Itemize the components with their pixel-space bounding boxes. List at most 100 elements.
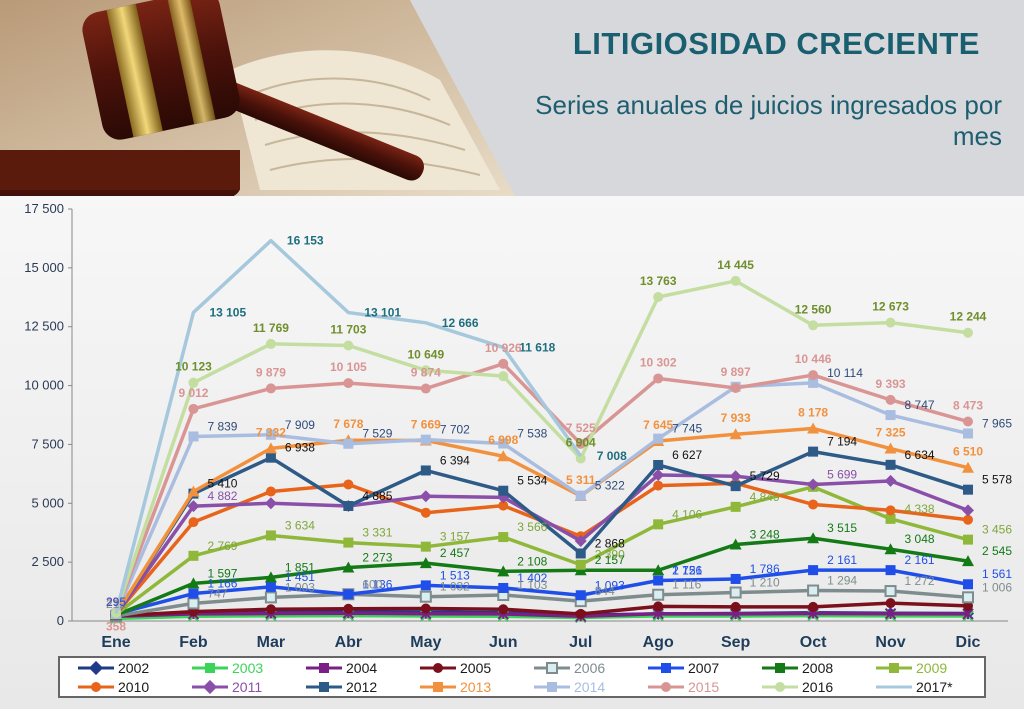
data-label-2007: 2 161 [827, 553, 857, 567]
legend-swatch [420, 682, 456, 692]
data-label-2015: 8 473 [953, 399, 983, 413]
data-point-2005 [808, 601, 819, 612]
gavel-books-photo [0, 0, 1024, 196]
data-label-2015: 9 897 [721, 365, 751, 379]
legend-item-2006: 2006 [532, 660, 605, 676]
data-label-2017: 13 101 [364, 306, 401, 320]
data-point-2016 [265, 338, 276, 349]
data-point-2008 [342, 561, 355, 573]
legend-swatch [306, 663, 342, 673]
y-tick-label: 15 000 [24, 260, 64, 275]
legend-item-2010: 2010 [76, 679, 149, 695]
data-point-2005 [963, 600, 973, 611]
data-label-2006: 1 210 [750, 576, 780, 590]
data-point-2016 [808, 320, 819, 331]
data-point-2015 [575, 438, 586, 449]
legend-item-2007: 2007 [646, 660, 719, 676]
data-point-2005 [420, 603, 431, 614]
data-point-2014 [808, 377, 819, 388]
data-label-2008: 1 851 [285, 560, 315, 574]
data-label-2009: 3 331 [362, 526, 392, 540]
data-label-2013: 7 669 [411, 417, 441, 431]
y-tick-label: 0 [57, 613, 64, 628]
data-label-2016: 14 445 [717, 258, 754, 272]
legend-swatch [648, 682, 684, 692]
data-point-2016 [885, 317, 896, 328]
data-label-2009: 3 566 [517, 520, 547, 534]
data-label-2009: 3 456 [982, 523, 1012, 537]
data-label-2006: 1 272 [905, 574, 935, 588]
data-label-2007: 1 451 [285, 570, 315, 584]
data-label-2012: 5 410 [207, 477, 237, 491]
data-point-2012 [730, 481, 741, 492]
legend-label: 2015 [688, 679, 720, 695]
data-label-2014: 5 322 [595, 479, 625, 493]
data-label-2016: 10 649 [407, 347, 444, 361]
data-point-2011 [729, 470, 742, 483]
data-point-2016 [188, 377, 199, 388]
data-label-2017: 13 105 [209, 305, 246, 319]
legend-label: 2005 [460, 660, 492, 676]
data-point-2015 [343, 378, 354, 389]
data-label-2015: 10 926 [485, 341, 522, 355]
data-label-2012: 7 194 [827, 435, 857, 449]
data-label-2016: 12 673 [872, 300, 909, 314]
data-label-2011: 5 699 [827, 467, 857, 481]
data-label-2013: 7 325 [876, 426, 906, 440]
data-point-2012 [420, 465, 431, 476]
data-point-2015 [265, 383, 276, 394]
data-point-2014 [653, 433, 664, 444]
data-point-2011 [962, 504, 974, 517]
data-label-2013: 8 178 [798, 405, 828, 419]
data-point-2005 [343, 603, 354, 614]
series-line-2017 [114, 238, 583, 614]
x-tick-label: Sep [721, 634, 751, 651]
data-label-2007: 1 721 [672, 563, 702, 577]
legend-item-2003: 2003 [190, 660, 263, 676]
data-label-2015: 9 879 [256, 365, 286, 379]
data-label-2012: 6 394 [440, 453, 470, 467]
legend-item-2009: 2009 [874, 660, 947, 676]
data-point-2016 [963, 327, 973, 338]
data-label-2015: 9 393 [876, 377, 906, 391]
legend-label: 2014 [574, 679, 606, 695]
data-point-2008 [729, 538, 742, 550]
legend-label: 2009 [916, 660, 948, 676]
data-label-2015: 10 446 [795, 352, 832, 366]
legend-label: 2004 [346, 660, 378, 676]
data-point-2007 [498, 582, 509, 593]
legend-label: 2016 [802, 679, 834, 695]
data-point-2012 [885, 459, 896, 470]
data-point-2016 [343, 340, 354, 351]
data-point-2007 [885, 565, 896, 576]
data-label-2007: 1 513 [440, 568, 470, 582]
header-banner: LITIGIOSIDAD CRECIENTE Series anuales de… [0, 0, 1024, 196]
data-point-2012 [265, 452, 276, 463]
data-label-2012: 2 868 [595, 536, 625, 550]
data-point-2016 [575, 453, 586, 464]
data-point-2013 [264, 442, 277, 454]
series-line-2014 [114, 381, 969, 615]
data-label-2014: 7 745 [672, 422, 702, 436]
data-label-2015: 9 012 [178, 386, 208, 400]
data-point-2011 [807, 478, 820, 491]
x-tick-label: May [410, 634, 441, 651]
data-point-2007 [963, 579, 973, 590]
data-point-2008 [807, 532, 820, 544]
data-point-2014 [343, 438, 354, 449]
legend-item-2012: 2012 [304, 679, 377, 695]
legend-swatch [876, 663, 912, 673]
legend-item-2002: 2002 [76, 660, 149, 676]
data-label-2009: 4 106 [672, 507, 702, 521]
data-label-2016: 13 763 [640, 274, 677, 288]
data-label-2014: 8 747 [905, 398, 935, 412]
data-point-2016 [420, 365, 431, 376]
data-point-2015 [730, 382, 741, 393]
data-point-2006 [729, 586, 742, 599]
data-label-2014: 7 909 [285, 418, 315, 432]
data-point-2011 [574, 534, 587, 547]
data-label-2012: 4 885 [362, 489, 392, 503]
data-point-2010 [885, 505, 896, 516]
data-label-2008: 2 457 [440, 546, 470, 560]
data-point-2009 [885, 513, 896, 524]
